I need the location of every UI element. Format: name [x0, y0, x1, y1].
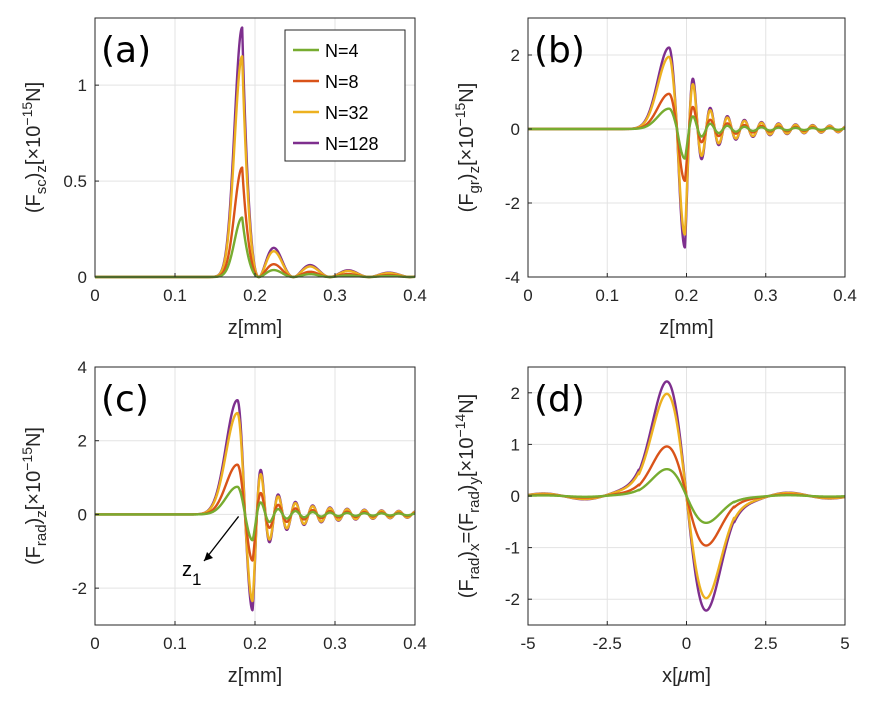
y-tick-label: -2 — [505, 590, 520, 609]
series-line-N-4 — [94, 485, 416, 542]
y-tick-label: 2 — [511, 46, 520, 65]
panel-label: (c) — [101, 379, 149, 420]
y-axis-label: (Frad)z[×10−15N] — [19, 427, 50, 565]
x-tick-label: 0.1 — [163, 634, 187, 653]
x-tick-label: -5 — [520, 634, 535, 653]
x-tick-label: 0.2 — [675, 286, 699, 305]
x-axis-label: z[mm] — [228, 665, 282, 687]
y-tick-label: 0 — [78, 268, 87, 287]
y-tick-label: 0 — [511, 487, 520, 506]
x-tick-label: 0 — [682, 634, 691, 653]
legend-label: N=4 — [325, 41, 359, 61]
y-axis-label: (Frad)x=(Frad)y[×10−14N] — [452, 394, 483, 598]
x-axis-label: z[mm] — [228, 317, 282, 339]
legend-label: N=8 — [325, 72, 359, 92]
panel-label: (d) — [534, 379, 585, 420]
panel-label: (a) — [101, 30, 151, 71]
y-tick-label: -2 — [72, 579, 87, 598]
y-axis-label: (Fsc)z[×10−15N] — [19, 82, 50, 213]
x-tick-label: 5 — [840, 634, 849, 653]
y-tick-label: 1 — [78, 76, 87, 95]
legend: N=4 N=8 N=32 N=128 — [284, 29, 406, 162]
legend-label: N=128 — [325, 134, 379, 154]
y-tick-label: 0.5 — [63, 172, 87, 191]
x-tick-label: 0.1 — [163, 286, 187, 305]
x-tick-label: 0.1 — [595, 286, 619, 305]
x-tick-label: 0.3 — [754, 286, 778, 305]
y-tick-label: 0 — [78, 505, 87, 524]
panel-label: (b) — [534, 30, 585, 71]
annotation-arrow — [203, 516, 240, 562]
series-line-N-4 — [527, 107, 846, 160]
x-tick-label: -2.5 — [593, 634, 622, 653]
annotation-arrowhead — [204, 552, 213, 561]
y-tick-label: 4 — [78, 358, 87, 377]
x-axis-label: z[mm] — [659, 317, 713, 339]
y-tick-label: 2 — [78, 432, 87, 451]
y-tick-label: -2 — [505, 194, 520, 213]
y-tick-label: 1 — [511, 435, 520, 454]
x-tick-label: 0.4 — [403, 634, 427, 653]
x-tick-label: 2.5 — [754, 634, 778, 653]
legend-label: N=32 — [325, 103, 369, 123]
x-tick-label: 0.3 — [323, 634, 347, 653]
x-tick-label: 0.2 — [243, 634, 267, 653]
x-tick-label: 0.2 — [243, 286, 267, 305]
x-tick-label: 0 — [90, 286, 99, 305]
y-axis-label: (Fgr)z[×10−15N] — [452, 83, 483, 213]
legend-box — [284, 29, 406, 162]
x-tick-label: 0 — [90, 634, 99, 653]
chart-panel-3: -5 -2.5 0 2.5 5 -2 -1 0 1 2 x[μm] (Frad)x=(Frad)y[×… — [452, 366, 850, 687]
y-tick-label: -1 — [505, 539, 520, 558]
x-tick-label: 0 — [523, 286, 532, 305]
series-line-N-4 — [527, 467, 846, 525]
x-tick-label: 0.3 — [323, 286, 347, 305]
y-tick-label: 0 — [511, 120, 520, 139]
x-tick-label: 0.4 — [833, 286, 857, 305]
chart-panel-0: 0 0.1 0.2 0.3 0.4 0 0.5 1 z[mm] (Fsc)z[×10−15N] (a… — [19, 17, 427, 339]
x-tick-label: 0.4 — [403, 286, 427, 305]
x-axis-label: x[μm] — [662, 665, 711, 687]
chart-panel-2: 0 0.1 0.2 0.3 0.4 -2 0 2 4 z[mm] (Frad)z[×10−15N] (… — [19, 358, 427, 687]
annotation-z1: z1 — [182, 559, 201, 589]
chart-panel-1: 0 0.1 0.2 0.3 0.4 -4 -2 0 2 z[mm] (Fgr)z[×10−15N] (… — [452, 17, 857, 339]
y-tick-label: -4 — [505, 268, 520, 287]
y-tick-label: 2 — [511, 384, 520, 403]
